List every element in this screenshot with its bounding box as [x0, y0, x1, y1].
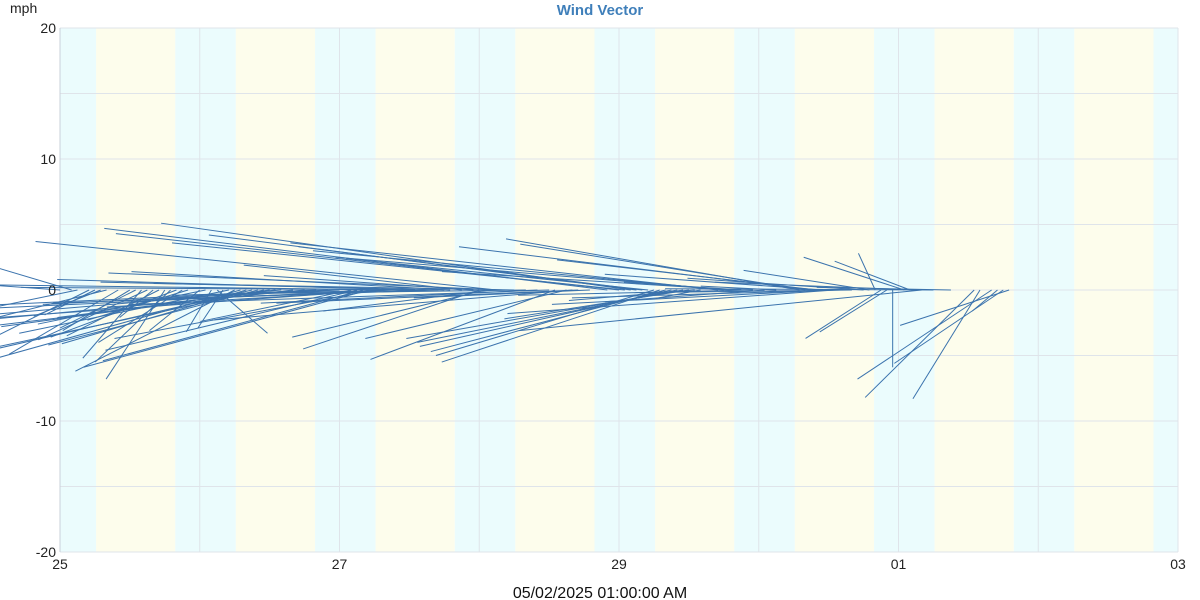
wind-vector-stick — [816, 286, 951, 291]
selected-timestamp: 05/02/2025 01:00:00 AM — [513, 585, 687, 600]
wind-vector-stick — [441, 271, 736, 291]
y-tick-label: 20 — [40, 20, 56, 36]
wind-vector-stick — [743, 269, 870, 291]
wind-vector-stick — [857, 253, 876, 291]
x-tick-label: 25 — [52, 556, 68, 572]
wind-vector-stick — [519, 289, 922, 332]
wind-vector-stick — [520, 243, 806, 291]
wind-vector-stick — [857, 289, 992, 380]
wind-vector-stick — [292, 289, 486, 338]
wind-vector-stick — [171, 289, 398, 296]
wind-vector-stick — [21, 286, 416, 291]
wind-vector-stick — [413, 289, 590, 299]
wind-vector-stick — [633, 289, 852, 294]
wind-vector-stick — [441, 289, 660, 363]
wind-vector-stick — [114, 289, 375, 339]
y-tick-label: -20 — [36, 544, 56, 560]
wind-vector-stick — [0, 285, 61, 291]
wind-vector-stick — [153, 282, 515, 291]
wind-vector-stick — [185, 289, 212, 333]
wind-vector-stick — [102, 289, 363, 362]
wind-vector-stick — [665, 288, 934, 291]
x-tick-label: 03 — [1170, 556, 1186, 572]
wind-vector-stick — [211, 289, 573, 321]
wind-vector-stick — [0, 289, 78, 307]
wind-vector-stick — [894, 289, 1004, 364]
wind-vector-stick — [108, 272, 503, 291]
wind-vector-stick — [243, 264, 462, 291]
wind-vector-stick — [370, 289, 556, 360]
wind-vectors — [0, 222, 1010, 399]
wind-vector-stick — [834, 260, 911, 291]
wind-vector-stick — [0, 289, 387, 309]
wind-vector-stick — [8, 289, 119, 355]
wind-vector-stick — [504, 289, 689, 320]
wind-vector-stick — [912, 289, 981, 399]
wind-vector-stick — [83, 289, 369, 368]
wind-vector-stick — [0, 289, 305, 319]
wind-vector-stick — [200, 289, 352, 322]
x-tick-label: 27 — [332, 556, 348, 572]
chart-title: Wind Vector — [557, 2, 644, 19]
wind-vector-stick — [604, 273, 823, 291]
wind-vector-stick — [556, 259, 818, 291]
wind-vector-stick — [551, 289, 829, 305]
wind-vector-stick — [507, 289, 835, 315]
wind-vector-stick — [899, 289, 1010, 326]
wind-vector-stick — [171, 242, 625, 291]
axis-ticks: 20 10 0 -10 -2025 27 29 01 03 — [36, 20, 1186, 572]
wind-vector-stick — [35, 241, 497, 291]
x-tick-label: 29 — [611, 556, 627, 572]
wind-vector-stick — [0, 289, 264, 347]
wind-vector-stick — [864, 289, 975, 398]
wind-vector-stick — [223, 289, 526, 295]
wind-vector-stick — [365, 289, 567, 339]
y-tick-label: 10 — [40, 151, 56, 167]
y-axis-unit-label: mph — [10, 0, 37, 16]
wind-vector-stick — [805, 289, 882, 339]
wind-vector-stick — [346, 258, 649, 291]
y-tick-label: -10 — [36, 413, 56, 429]
y-tick-label: 0 — [48, 282, 56, 298]
wind-vector-stick — [129, 289, 550, 305]
wind-vector-stick — [819, 289, 888, 333]
wind-vector-stick — [276, 289, 579, 304]
wind-vector-stick — [571, 289, 841, 299]
wind-vector-stick — [803, 256, 905, 291]
x-tick-label: 01 — [891, 556, 907, 572]
